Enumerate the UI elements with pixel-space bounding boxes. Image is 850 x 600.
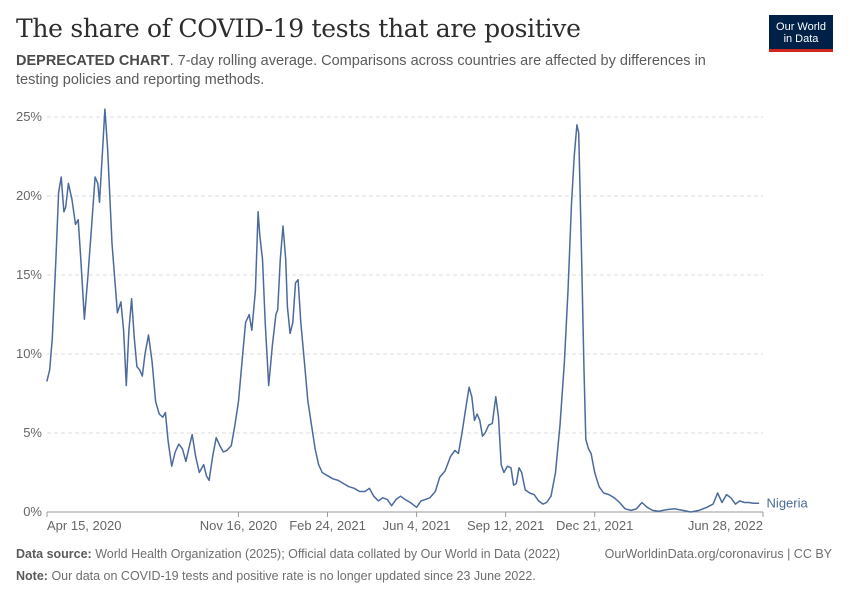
- subtitle-text: . 7-day rolling average. Comparisons acr…: [16, 53, 706, 88]
- y-tick-label: 20%: [16, 188, 42, 203]
- owid-logo[interactable]: Our World in Data: [769, 15, 833, 52]
- logo-line-2: in Data: [783, 33, 819, 45]
- deprecated-label: DEPRECATED CHART: [16, 53, 170, 69]
- series-layer: Nigeria: [46, 108, 809, 513]
- y-tick-label: 5%: [23, 425, 42, 440]
- x-tick-label: Dec 21, 2021: [556, 518, 633, 533]
- line-chart: 0% 5% 10% 15% 20% 25% Apr 15, 2020 Nov 16, 202…: [16, 108, 809, 533]
- x-tick-label: Jun 4, 2021: [383, 518, 451, 533]
- x-tick-label: Sep 12, 2021: [467, 518, 544, 533]
- note-text: Our data on COVID-19 tests and positive …: [51, 569, 536, 583]
- x-tick-label: Nov 16, 2020: [200, 518, 277, 533]
- data-source: Data source: World Health Organization (…: [16, 547, 560, 561]
- y-tick-label: 15%: [16, 267, 42, 282]
- chart-note: Note: Our data on COVID-19 tests and pos…: [16, 569, 536, 583]
- source-link[interactable]: OurWorldinData.org/coronavirus | CC BY: [604, 547, 832, 561]
- x-tick-label: Jun 28, 2022: [688, 518, 763, 533]
- series-label: Nigeria: [767, 495, 809, 510]
- series-line-nigeria: [46, 108, 760, 513]
- y-tick-label: 10%: [16, 346, 42, 361]
- logo-line-1: Our World: [776, 21, 826, 33]
- source-text: World Health Organization (2025); Offici…: [95, 547, 561, 561]
- source-label: Data source:: [16, 547, 92, 561]
- x-tick-label: Feb 24, 2021: [289, 518, 366, 533]
- chart-subtitle: DEPRECATED CHART. 7-day rolling average.…: [16, 52, 736, 90]
- x-axis: Apr 15, 2020 Nov 16, 2020 Feb 24, 2021 Jun …: [46, 511, 764, 533]
- grid-lines: [47, 116, 763, 434]
- chart-title: The share of COVID-19 tests that are pos…: [16, 14, 581, 43]
- y-tick-label: 0%: [23, 504, 42, 519]
- note-label: Note:: [16, 569, 48, 583]
- y-axis-ticks: 0% 5% 10% 15% 20% 25%: [16, 109, 42, 519]
- x-tick-label: Apr 15, 2020: [47, 518, 121, 533]
- y-tick-label: 25%: [16, 109, 42, 124]
